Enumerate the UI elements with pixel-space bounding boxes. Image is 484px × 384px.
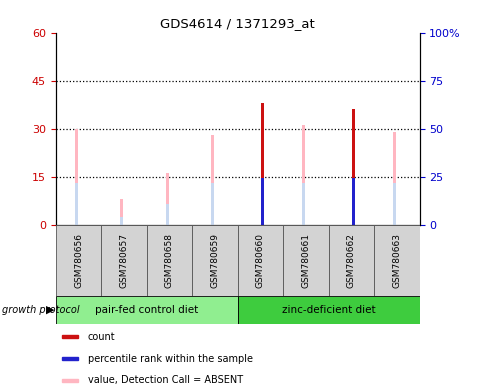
FancyBboxPatch shape: [283, 225, 328, 296]
Bar: [120, 199, 123, 225]
Text: GSM780658: GSM780658: [165, 233, 174, 288]
Bar: [165, 204, 168, 225]
Text: value, Detection Call = ABSENT: value, Detection Call = ABSENT: [88, 376, 242, 384]
Bar: [260, 103, 264, 225]
FancyBboxPatch shape: [56, 296, 237, 324]
Text: percentile rank within the sample: percentile rank within the sample: [88, 354, 252, 364]
Bar: [75, 129, 77, 225]
Bar: [302, 126, 304, 225]
Text: GSM780662: GSM780662: [346, 233, 355, 288]
Bar: [75, 183, 77, 225]
FancyBboxPatch shape: [101, 225, 146, 296]
Text: GSM780660: GSM780660: [256, 233, 264, 288]
Bar: [211, 135, 214, 225]
Bar: [392, 183, 395, 225]
Text: GSM780659: GSM780659: [210, 233, 219, 288]
Text: ▶: ▶: [45, 305, 54, 315]
Text: GSM780656: GSM780656: [74, 233, 83, 288]
FancyBboxPatch shape: [237, 225, 283, 296]
Bar: [120, 217, 123, 225]
FancyBboxPatch shape: [328, 225, 373, 296]
Bar: [351, 109, 354, 225]
FancyBboxPatch shape: [146, 225, 192, 296]
Bar: [392, 132, 395, 225]
Bar: [260, 178, 264, 225]
Bar: [351, 178, 354, 225]
FancyBboxPatch shape: [56, 225, 101, 296]
Text: count: count: [88, 331, 115, 341]
FancyBboxPatch shape: [373, 225, 419, 296]
Text: zinc-deficient diet: zinc-deficient diet: [281, 305, 375, 315]
Text: GSM780661: GSM780661: [301, 233, 310, 288]
Bar: [62, 379, 78, 382]
Text: GSM780657: GSM780657: [119, 233, 128, 288]
FancyBboxPatch shape: [192, 225, 237, 296]
Bar: [211, 183, 214, 225]
Text: GSM780663: GSM780663: [392, 233, 400, 288]
Bar: [62, 357, 78, 361]
Bar: [165, 174, 168, 225]
Bar: [62, 334, 78, 338]
Bar: [302, 183, 304, 225]
Title: GDS4614 / 1371293_at: GDS4614 / 1371293_at: [160, 17, 315, 30]
Text: pair-fed control diet: pair-fed control diet: [95, 305, 198, 315]
Text: growth protocol: growth protocol: [2, 305, 83, 315]
FancyBboxPatch shape: [237, 296, 419, 324]
